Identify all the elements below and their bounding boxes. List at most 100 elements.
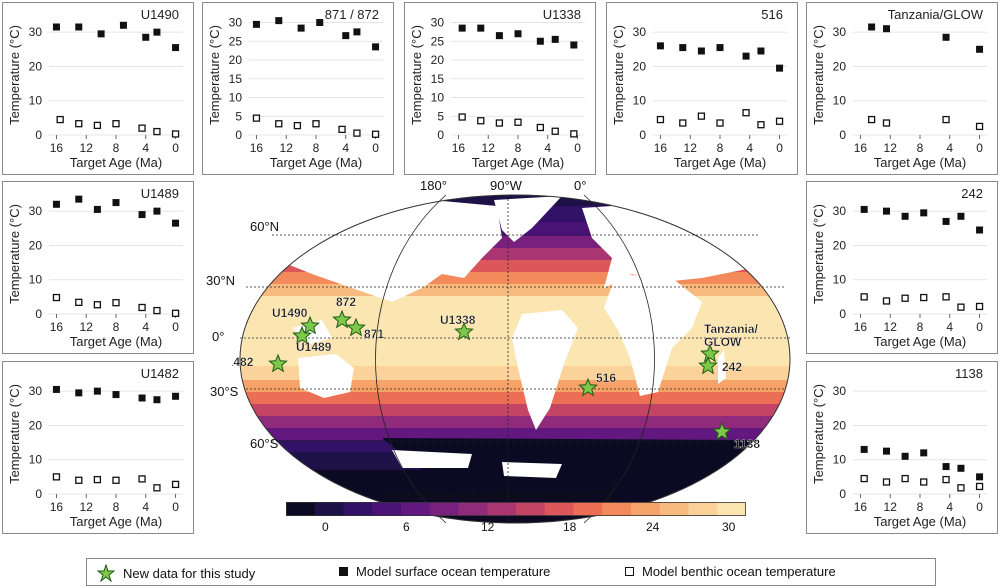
- surface-point: [316, 19, 324, 26]
- y-tick-label: 10: [229, 91, 243, 105]
- y-tick-label: 20: [833, 59, 847, 73]
- x-tick-label: 0: [976, 320, 983, 334]
- surface-point: [920, 209, 928, 217]
- benthic-series: [867, 115, 984, 131]
- y-tick-label: 25: [431, 34, 445, 48]
- y-tick-label: 25: [229, 34, 243, 48]
- benthic-point: [901, 294, 909, 302]
- colorbar-swatch: [688, 502, 718, 516]
- surface-point: [172, 219, 180, 227]
- benthic-series: [860, 293, 984, 311]
- surface-point: [75, 195, 83, 203]
- colorbar-tick-0: 0: [322, 520, 329, 534]
- lat-label-30n: 30°N: [206, 273, 236, 288]
- panel-516: 0 10 20 30 16 12 8 4 0 Temperature (°C) Target Age…: [606, 2, 798, 175]
- surface-point: [757, 47, 765, 55]
- colorbar-swatch: [286, 502, 316, 516]
- x-tick-label: 8: [717, 141, 724, 155]
- x-tick-label: 8: [313, 141, 320, 155]
- benthic-point: [942, 115, 950, 124]
- surface-series: [52, 385, 180, 404]
- y-tick-label: 0: [35, 487, 42, 501]
- y-tick-label: 20: [833, 418, 847, 432]
- colorbar-swatch: [372, 502, 402, 516]
- y-tick-label: 0: [235, 128, 242, 142]
- benthic-series: [860, 474, 984, 492]
- y-axis-label: Temperature (°C): [7, 204, 22, 304]
- benthic-series: [656, 109, 784, 129]
- surface-point: [75, 389, 83, 397]
- benthic-series: [252, 114, 380, 138]
- lon-label-90w: 90°W: [490, 178, 522, 193]
- surface-point: [172, 44, 180, 52]
- x-tick-label: 4: [544, 141, 551, 155]
- x-tick-label: 4: [946, 320, 953, 334]
- surface-point: [868, 23, 876, 31]
- x-axis-label: Target Age (Ma): [70, 334, 163, 349]
- benthic-series: [52, 293, 180, 317]
- surface-point: [353, 28, 361, 36]
- colorbar-tick-12: 12: [481, 520, 495, 534]
- x-tick-label: 16: [854, 141, 868, 155]
- surface-point: [112, 199, 120, 207]
- filled-square-icon: [339, 567, 348, 576]
- x-tick-label: 16: [452, 141, 466, 155]
- benthic-point: [52, 293, 61, 302]
- surface-point: [976, 226, 984, 234]
- x-tick-label: 8: [113, 141, 120, 155]
- y-axis-label: Temperature (°C): [7, 384, 22, 484]
- x-tick-label: 0: [976, 500, 983, 514]
- y-axis-label: Temperature (°C): [7, 25, 22, 125]
- site-star-icon: [454, 321, 474, 341]
- panel-plot: 0 10 20 30 16 12 8 4 0 Temperature (°C) Target Age…: [7, 7, 183, 170]
- panel-title: Tanzania/GLOW: [888, 7, 984, 22]
- surface-series: [52, 21, 180, 52]
- surface-point: [514, 30, 522, 38]
- y-axis-label: Temperature (°C): [811, 204, 826, 304]
- y-axis-label: Temperature (°C): [409, 25, 424, 125]
- legend-surface-label: Model surface ocean temperature: [356, 564, 551, 579]
- surface-series: [458, 24, 578, 49]
- surface-point: [742, 52, 750, 60]
- benthic-point: [860, 474, 868, 483]
- surface-point: [75, 23, 83, 31]
- x-tick-label: 16: [854, 500, 868, 514]
- site-label: U1338: [440, 313, 476, 327]
- colorbar-swatch: [429, 502, 459, 516]
- benthic-point: [153, 127, 161, 136]
- surface-point: [656, 42, 664, 50]
- y-tick-label: 10: [633, 94, 647, 108]
- panel-title: 242: [961, 186, 983, 201]
- legend-star-label: New data for this study: [123, 565, 256, 581]
- surface-point: [172, 392, 180, 400]
- lat-label-60s: 60°S: [250, 436, 279, 451]
- x-tick-label: 4: [142, 500, 149, 514]
- x-tick-label: 16: [654, 141, 668, 155]
- panel-plot: 0 10 20 30 16 12 8 4 0 Temperature (°C) Target Age…: [811, 186, 987, 349]
- benthic-point: [716, 119, 724, 127]
- panel-u1490: 0 10 20 30 16 12 8 4 0 Temperature (°C) Target Age…: [2, 2, 194, 175]
- x-tick-label: 12: [884, 320, 898, 334]
- surface-series: [52, 195, 180, 227]
- y-tick-label: 20: [633, 59, 647, 73]
- x-tick-label: 4: [746, 141, 753, 155]
- y-tick-label: 30: [29, 25, 43, 39]
- surface-point: [551, 35, 559, 43]
- benthic-point: [153, 306, 161, 315]
- surface-point: [119, 21, 127, 29]
- benthic-point: [112, 120, 120, 128]
- legend-benthic-label: Model benthic ocean temperature: [642, 564, 836, 579]
- surface-point: [570, 41, 578, 49]
- benthic-point: [697, 112, 706, 120]
- meridian-curves: [375, 194, 655, 524]
- benthic-point: [860, 293, 868, 301]
- panel-plot: 0 10 20 30 16 12 8 4 0 Temperature (°C) Target Age…: [611, 7, 787, 170]
- benthic-point: [495, 119, 504, 127]
- x-tick-label: 12: [884, 500, 898, 514]
- benthic-point: [153, 484, 161, 492]
- surface-point: [716, 44, 724, 52]
- site-label: Tanzania/: [704, 322, 758, 336]
- y-tick-label: 0: [839, 307, 846, 321]
- benthic-point: [867, 115, 876, 124]
- surface-point: [776, 64, 784, 72]
